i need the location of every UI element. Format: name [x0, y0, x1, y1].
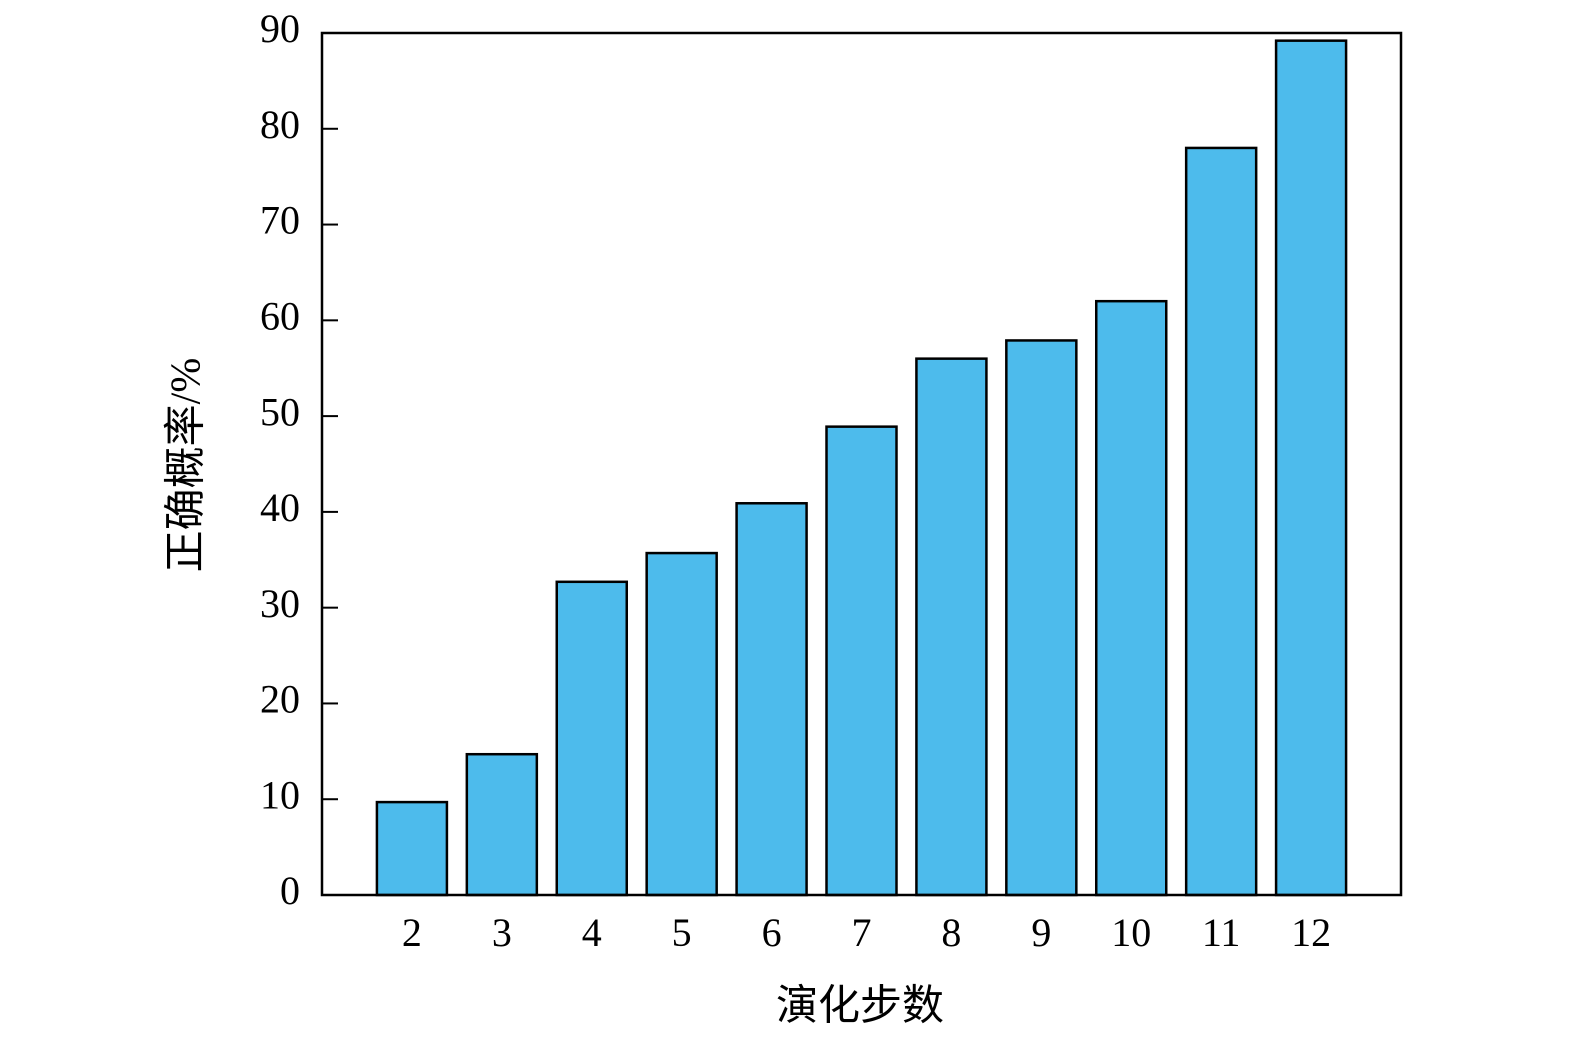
bar: [735, 502, 808, 897]
y-tick-label: 30: [260, 581, 300, 626]
y-tick-label: 20: [260, 677, 300, 722]
y-tick-label: 10: [260, 772, 300, 817]
x-tick-label: 10: [1111, 910, 1151, 955]
bar: [1184, 146, 1258, 897]
y-tick-label: 70: [260, 198, 300, 243]
x-tick-label: 5: [672, 910, 692, 955]
x-tick-label: 6: [762, 910, 782, 955]
x-tick-label: 8: [941, 910, 961, 955]
plot-frame: [320, 31, 1403, 897]
y-tick-label: 60: [260, 294, 300, 339]
y-tick-label: 50: [260, 389, 300, 434]
x-tick-label: 11: [1202, 910, 1241, 955]
x-tick-label: 12: [1291, 910, 1331, 955]
x-tick-label: 9: [1031, 910, 1051, 955]
bar: [915, 357, 988, 897]
y-tick-label: 90: [260, 6, 300, 51]
bar: [1274, 39, 1348, 897]
x-tick-label: 7: [852, 910, 872, 955]
bar: [1095, 299, 1168, 897]
x-tick-label: 3: [492, 910, 512, 955]
bar: [555, 580, 628, 897]
bar: [465, 752, 539, 897]
x-tick-label: 4: [582, 910, 602, 955]
bar: [825, 425, 898, 897]
y-axis-label: 正确概率/%: [163, 358, 210, 573]
x-axis-label: 演化步数: [776, 984, 944, 1030]
bar: [1005, 339, 1078, 897]
y-tick-label: 80: [260, 102, 300, 147]
bar: [645, 551, 718, 897]
y-tick-label: 0: [280, 868, 300, 913]
x-tick-label: 2: [402, 910, 422, 955]
y-tick-label: 40: [260, 485, 300, 530]
bar: [375, 800, 449, 897]
